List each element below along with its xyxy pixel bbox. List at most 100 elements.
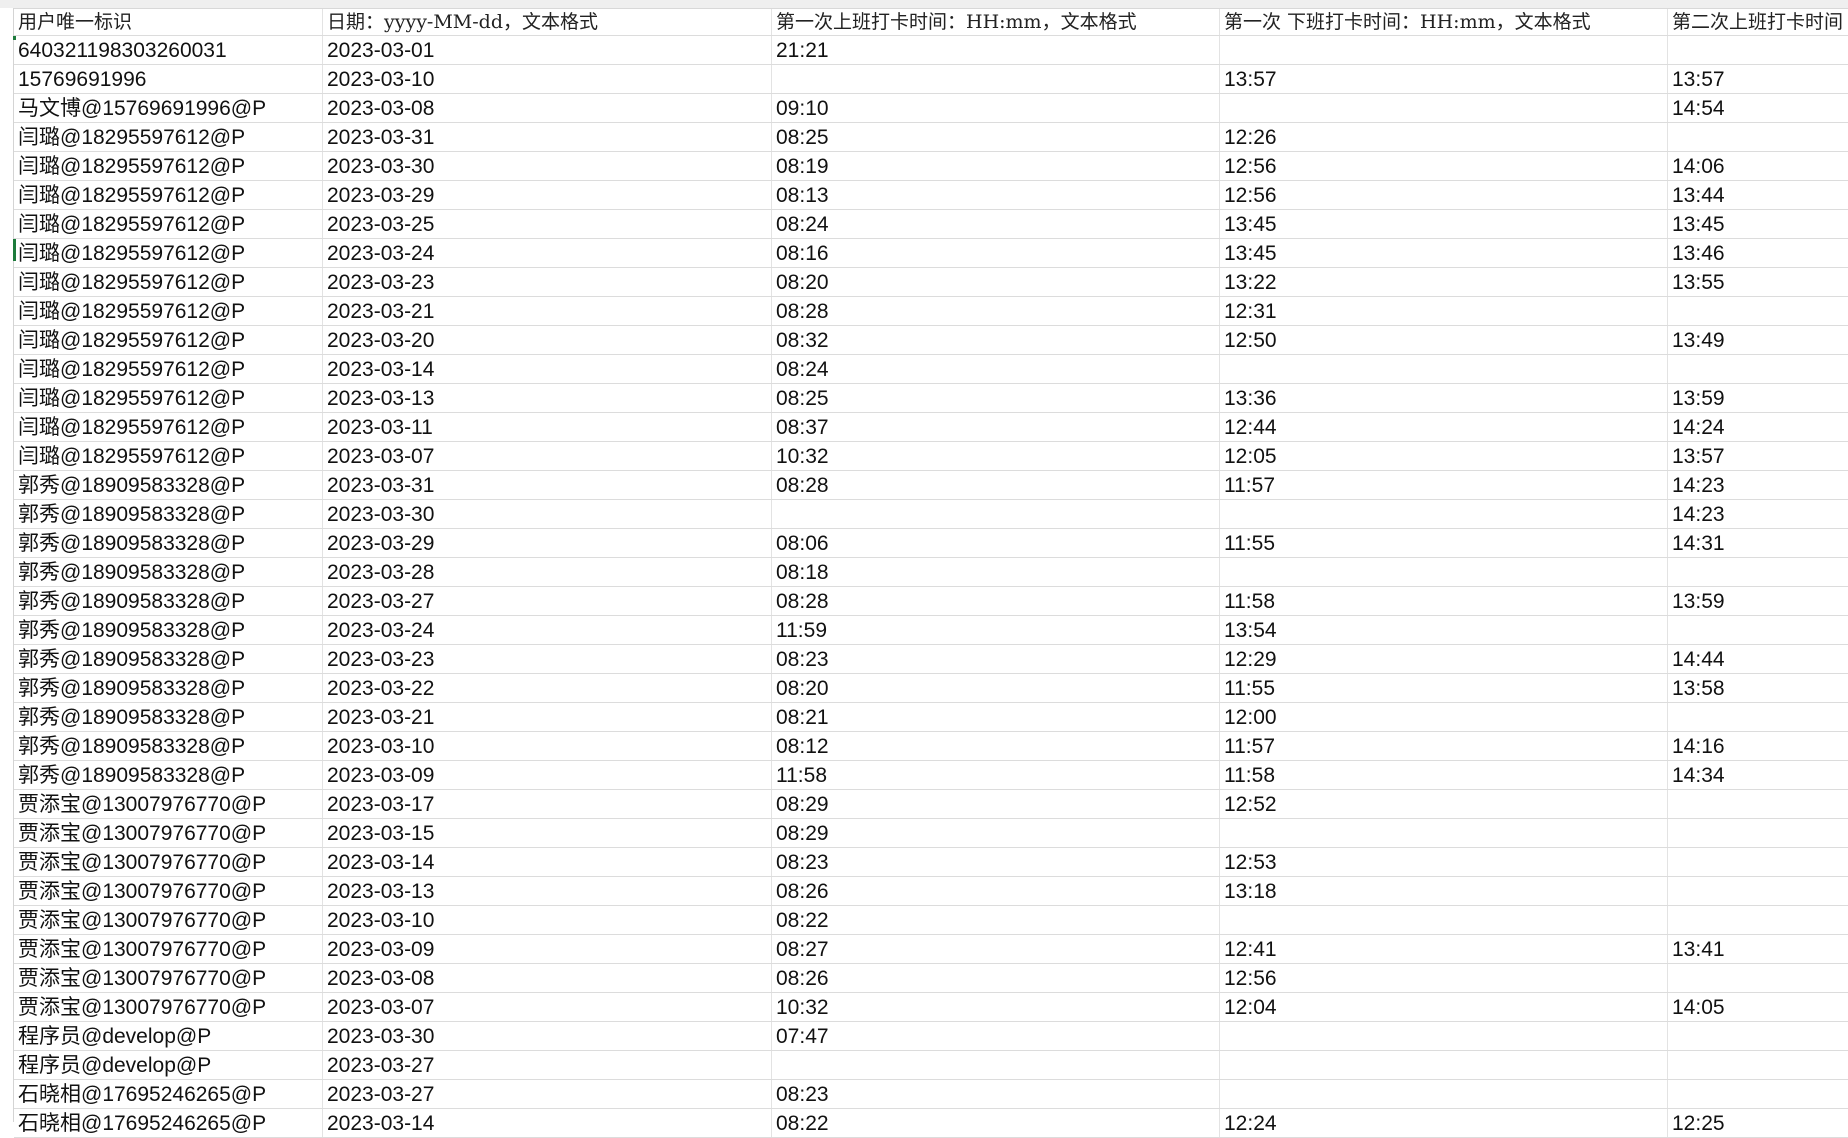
cell-first-checkout[interactable] <box>1220 1080 1668 1108</box>
cell-first-checkin[interactable]: 08:37 <box>772 413 1220 441</box>
cell-second-checkin[interactable] <box>1668 819 1848 847</box>
cell-first-checkin[interactable]: 10:32 <box>772 993 1220 1021</box>
cell-user-id[interactable]: 郭秀@18909583328@P <box>14 500 323 528</box>
cell-first-checkin[interactable]: 08:21 <box>772 703 1220 731</box>
cell-first-checkout[interactable]: 13:45 <box>1220 210 1668 238</box>
cell-first-checkin[interactable]: 11:59 <box>772 616 1220 644</box>
cell-date[interactable]: 2023-03-25 <box>323 210 772 238</box>
cell-user-id[interactable]: 郭秀@18909583328@P <box>14 471 323 499</box>
cell-first-checkin[interactable]: 08:29 <box>772 819 1220 847</box>
cell-first-checkout[interactable] <box>1220 558 1668 586</box>
cell-user-id[interactable]: 程序员@develop@P <box>14 1051 323 1079</box>
cell-first-checkout[interactable]: 12:00 <box>1220 703 1668 731</box>
cell-second-checkin[interactable] <box>1668 558 1848 586</box>
cell-first-checkin[interactable]: 08:28 <box>772 297 1220 325</box>
cell-first-checkout[interactable]: 13:45 <box>1220 239 1668 267</box>
cell-user-id[interactable]: 贾添宝@13007976770@P <box>14 993 323 1021</box>
cell-user-id[interactable]: 闫璐@18295597612@P <box>14 326 323 354</box>
cell-second-checkin[interactable] <box>1668 877 1848 905</box>
cell-user-id[interactable]: 闫璐@18295597612@P <box>14 297 323 325</box>
cell-user-id[interactable]: 郭秀@18909583328@P <box>14 558 323 586</box>
cell-date[interactable]: 2023-03-17 <box>323 790 772 818</box>
cell-first-checkin[interactable]: 08:06 <box>772 529 1220 557</box>
cell-user-id[interactable]: 闫璐@18295597612@P <box>14 123 323 151</box>
cell-second-checkin[interactable]: 14:24 <box>1672 416 1725 439</box>
cell-second-checkin[interactable]: 13:55 <box>1672 271 1725 294</box>
cell-first-checkin[interactable] <box>772 1051 1220 1079</box>
cell-first-checkin[interactable]: 08:22 <box>772 1109 1220 1137</box>
header-cell-user-id[interactable]: 用户唯一标识 <box>14 9 323 35</box>
cell-second-checkin[interactable]: 13:49 <box>1672 329 1725 352</box>
cell-first-checkout[interactable]: 12:56 <box>1220 964 1668 992</box>
cell-first-checkin[interactable]: 08:27 <box>772 935 1220 963</box>
cell-date[interactable]: 2023-03-22 <box>323 674 772 702</box>
cell-first-checkin[interactable] <box>772 500 1220 528</box>
cell-second-checkin[interactable]: 13:44 <box>1672 184 1725 207</box>
cell-first-checkout[interactable]: 12:53 <box>1220 848 1668 876</box>
cell-user-id[interactable]: 郭秀@18909583328@P <box>14 645 323 673</box>
cell-first-checkout[interactable] <box>1220 355 1668 383</box>
cell-date[interactable]: 2023-03-31 <box>323 471 772 499</box>
cell-date[interactable]: 2023-03-11 <box>323 413 772 441</box>
cell-second-checkin[interactable] <box>1668 1022 1848 1050</box>
cell-user-id[interactable]: 郭秀@18909583328@P <box>14 761 323 789</box>
cell-first-checkin[interactable]: 08:13 <box>772 181 1220 209</box>
cell-first-checkin[interactable]: 08:23 <box>772 1080 1220 1108</box>
cell-second-checkin[interactable]: 13:45 <box>1672 213 1725 236</box>
cell-second-checkin[interactable]: 13:41 <box>1672 938 1725 961</box>
cell-first-checkout[interactable]: 13:22 <box>1220 268 1668 296</box>
cell-user-id[interactable]: 郭秀@18909583328@P <box>14 616 323 644</box>
cell-first-checkin[interactable]: 08:18 <box>772 558 1220 586</box>
header-cell-second-checkin[interactable]: 第二次上班打卡时间 <box>1672 11 1844 33</box>
cell-date[interactable]: 2023-03-13 <box>323 384 772 412</box>
cell-user-id[interactable]: 贾添宝@13007976770@P <box>14 819 323 847</box>
cell-date[interactable]: 2023-03-07 <box>323 442 772 470</box>
cell-first-checkin[interactable]: 08:28 <box>772 587 1220 615</box>
cell-first-checkin[interactable]: 08:32 <box>772 326 1220 354</box>
cell-second-checkin[interactable]: 13:58 <box>1672 677 1725 700</box>
cell-second-checkin[interactable] <box>1668 964 1848 992</box>
cell-first-checkout[interactable]: 12:41 <box>1220 935 1668 963</box>
cell-user-id[interactable]: 郭秀@18909583328@P <box>14 732 323 760</box>
cell-date[interactable]: 2023-03-21 <box>323 297 772 325</box>
cell-first-checkin[interactable]: 08:22 <box>772 906 1220 934</box>
cell-user-id[interactable]: 闫璐@18295597612@P <box>14 384 323 412</box>
cell-second-checkin[interactable] <box>1668 703 1848 731</box>
cell-date[interactable]: 2023-03-09 <box>323 935 772 963</box>
cell-first-checkin[interactable]: 08:26 <box>772 964 1220 992</box>
cell-date[interactable]: 2023-03-20 <box>323 326 772 354</box>
cell-first-checkout[interactable]: 13:18 <box>1220 877 1668 905</box>
cell-date[interactable]: 2023-03-10 <box>323 906 772 934</box>
cell-second-checkin[interactable] <box>1668 848 1848 876</box>
cell-first-checkout[interactable] <box>1220 1022 1668 1050</box>
cell-second-checkin[interactable]: 14:23 <box>1672 503 1725 526</box>
cell-second-checkin[interactable] <box>1668 123 1848 151</box>
cell-date[interactable]: 2023-03-09 <box>323 761 772 789</box>
cell-date[interactable]: 2023-03-21 <box>323 703 772 731</box>
cell-date[interactable]: 2023-03-31 <box>323 123 772 151</box>
cell-first-checkin[interactable]: 08:25 <box>772 384 1220 412</box>
cell-date[interactable]: 2023-03-27 <box>323 1080 772 1108</box>
cell-date[interactable]: 2023-03-01 <box>323 36 772 64</box>
cell-first-checkout[interactable] <box>1220 906 1668 934</box>
header-cell-date[interactable]: 日期：yyyy-MM-dd，文本格式 <box>323 9 772 35</box>
cell-second-checkin[interactable] <box>1668 906 1848 934</box>
cell-second-checkin[interactable]: 14:23 <box>1672 474 1725 497</box>
cell-second-checkin[interactable]: 14:16 <box>1672 735 1725 758</box>
cell-first-checkin[interactable]: 08:29 <box>772 790 1220 818</box>
cell-first-checkout[interactable]: 12:05 <box>1220 442 1668 470</box>
cell-date[interactable]: 2023-03-30 <box>323 1022 772 1050</box>
cell-first-checkout[interactable]: 11:57 <box>1220 732 1668 760</box>
cell-second-checkin[interactable] <box>1668 616 1848 644</box>
cell-user-id[interactable]: 闫璐@18295597612@P <box>14 181 323 209</box>
cell-second-checkin[interactable]: 13:46 <box>1672 242 1725 265</box>
cell-first-checkin[interactable]: 07:47 <box>772 1022 1220 1050</box>
cell-first-checkout[interactable]: 12:44 <box>1220 413 1668 441</box>
cell-second-checkin[interactable]: 14:54 <box>1672 97 1725 120</box>
cell-second-checkin[interactable] <box>1668 355 1848 383</box>
cell-first-checkin[interactable]: 11:58 <box>772 761 1220 789</box>
cell-second-checkin[interactable] <box>1668 1051 1848 1079</box>
cell-user-id[interactable]: 程序员@develop@P <box>14 1022 323 1050</box>
cell-first-checkin[interactable]: 08:24 <box>772 355 1220 383</box>
cell-first-checkin[interactable]: 08:20 <box>772 268 1220 296</box>
